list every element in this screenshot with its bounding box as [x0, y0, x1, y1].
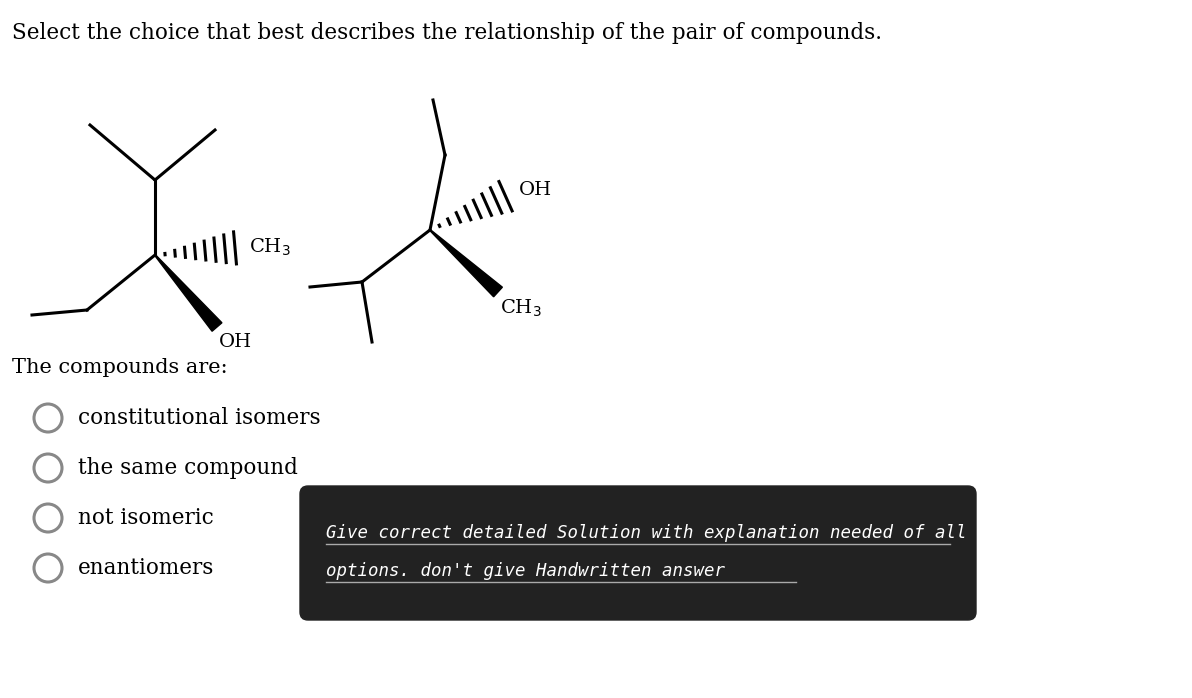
Text: enantiomers: enantiomers	[77, 557, 215, 579]
Text: Select the choice that best describes the relationship of the pair of compounds.: Select the choice that best describes th…	[12, 22, 882, 44]
Text: options. don't give Handwritten answer: options. don't give Handwritten answer	[325, 562, 725, 580]
Text: The compounds are:: The compounds are:	[12, 358, 228, 377]
Text: constitutional isomers: constitutional isomers	[77, 407, 321, 429]
Text: not isomeric: not isomeric	[77, 507, 213, 529]
Polygon shape	[155, 255, 222, 332]
Text: CH$_3$: CH$_3$	[499, 298, 541, 319]
Text: OH: OH	[519, 181, 552, 199]
Text: the same compound: the same compound	[77, 457, 298, 479]
Polygon shape	[429, 230, 502, 297]
Text: Give correct detailed Solution with explanation needed of all: Give correct detailed Solution with expl…	[325, 524, 967, 542]
Text: OH: OH	[219, 333, 253, 351]
Text: CH$_3$: CH$_3$	[249, 237, 291, 258]
FancyBboxPatch shape	[300, 486, 976, 620]
